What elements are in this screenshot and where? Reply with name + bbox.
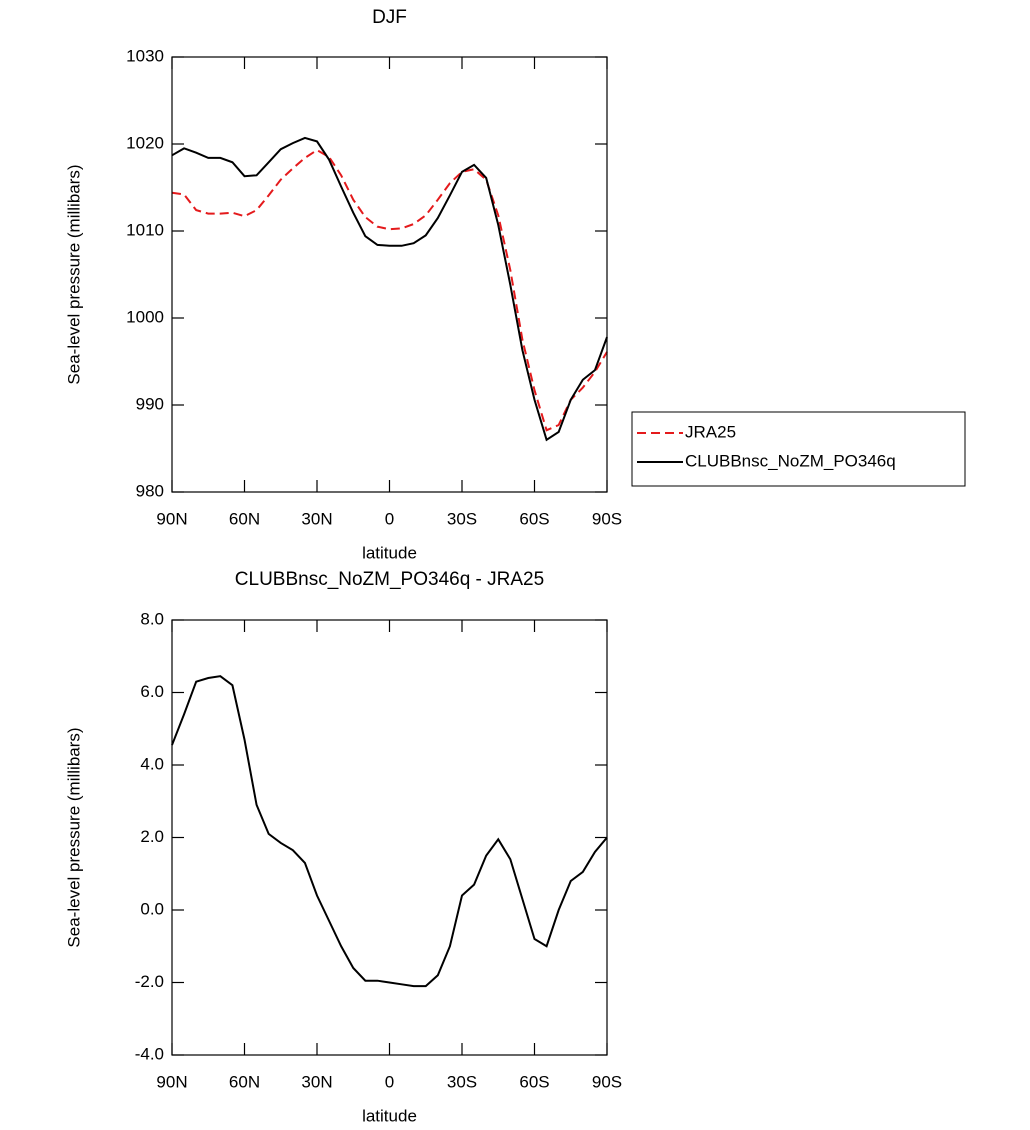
y-tick-label: -4.0 [135,1044,164,1063]
x-tick-label: 60S [519,1072,549,1091]
y-tick-label: 1010 [126,220,164,239]
y-tick-label: 2.0 [140,827,164,846]
y-tick-label: 8.0 [140,609,164,628]
x-tick-label: 90N [156,1072,187,1091]
x-tick-label: 30N [301,509,332,528]
legend-label: CLUBBnsc_NoZM_PO346q [685,451,896,470]
y-tick-label: 980 [136,481,164,500]
x-tick-label: 90N [156,509,187,528]
x-tick-label: 30N [301,1072,332,1091]
x-tick-label: 30S [447,509,477,528]
data-line [171,136,608,442]
x-tick-label: 60N [229,509,260,528]
x-tick-label: 90S [592,1072,622,1091]
y-tick-label: 4.0 [140,754,164,773]
legend-label: JRA25 [685,422,736,441]
y-tick-label: 1020 [126,133,164,152]
x-tick-label: 0 [385,1072,394,1091]
data-line [171,675,608,988]
y-tick-label: 1000 [126,307,164,326]
plot-frame [171,619,608,1056]
legend: JRA25 CLUBBnsc_NoZM_PO346q [631,411,966,487]
data-line [171,148,608,432]
x-tick-label: 30S [447,1072,477,1091]
y-axis-label: Sea-level pressure (millibars) [64,727,83,947]
chart-title: CLUBBnsc_NoZM_PO346q - JRA25 [235,569,544,590]
y-tick-label: 1030 [126,46,164,65]
y-tick-label: 0.0 [140,899,164,918]
chart-title: DJF [372,7,407,28]
y-axis-label: Sea-level pressure (millibars) [64,164,83,384]
x-tick-label: 90S [592,509,622,528]
y-tick-label: 6.0 [140,682,164,701]
y-tick-label: -2.0 [135,972,164,991]
legend-box [631,411,966,487]
x-tick-label: 60S [519,509,549,528]
x-tick-label: 0 [385,509,394,528]
x-tick-label: 60N [229,1072,260,1091]
y-tick-label: 990 [136,394,164,413]
x-axis-label: latitude [362,543,417,562]
x-axis-label: latitude [362,1106,417,1125]
